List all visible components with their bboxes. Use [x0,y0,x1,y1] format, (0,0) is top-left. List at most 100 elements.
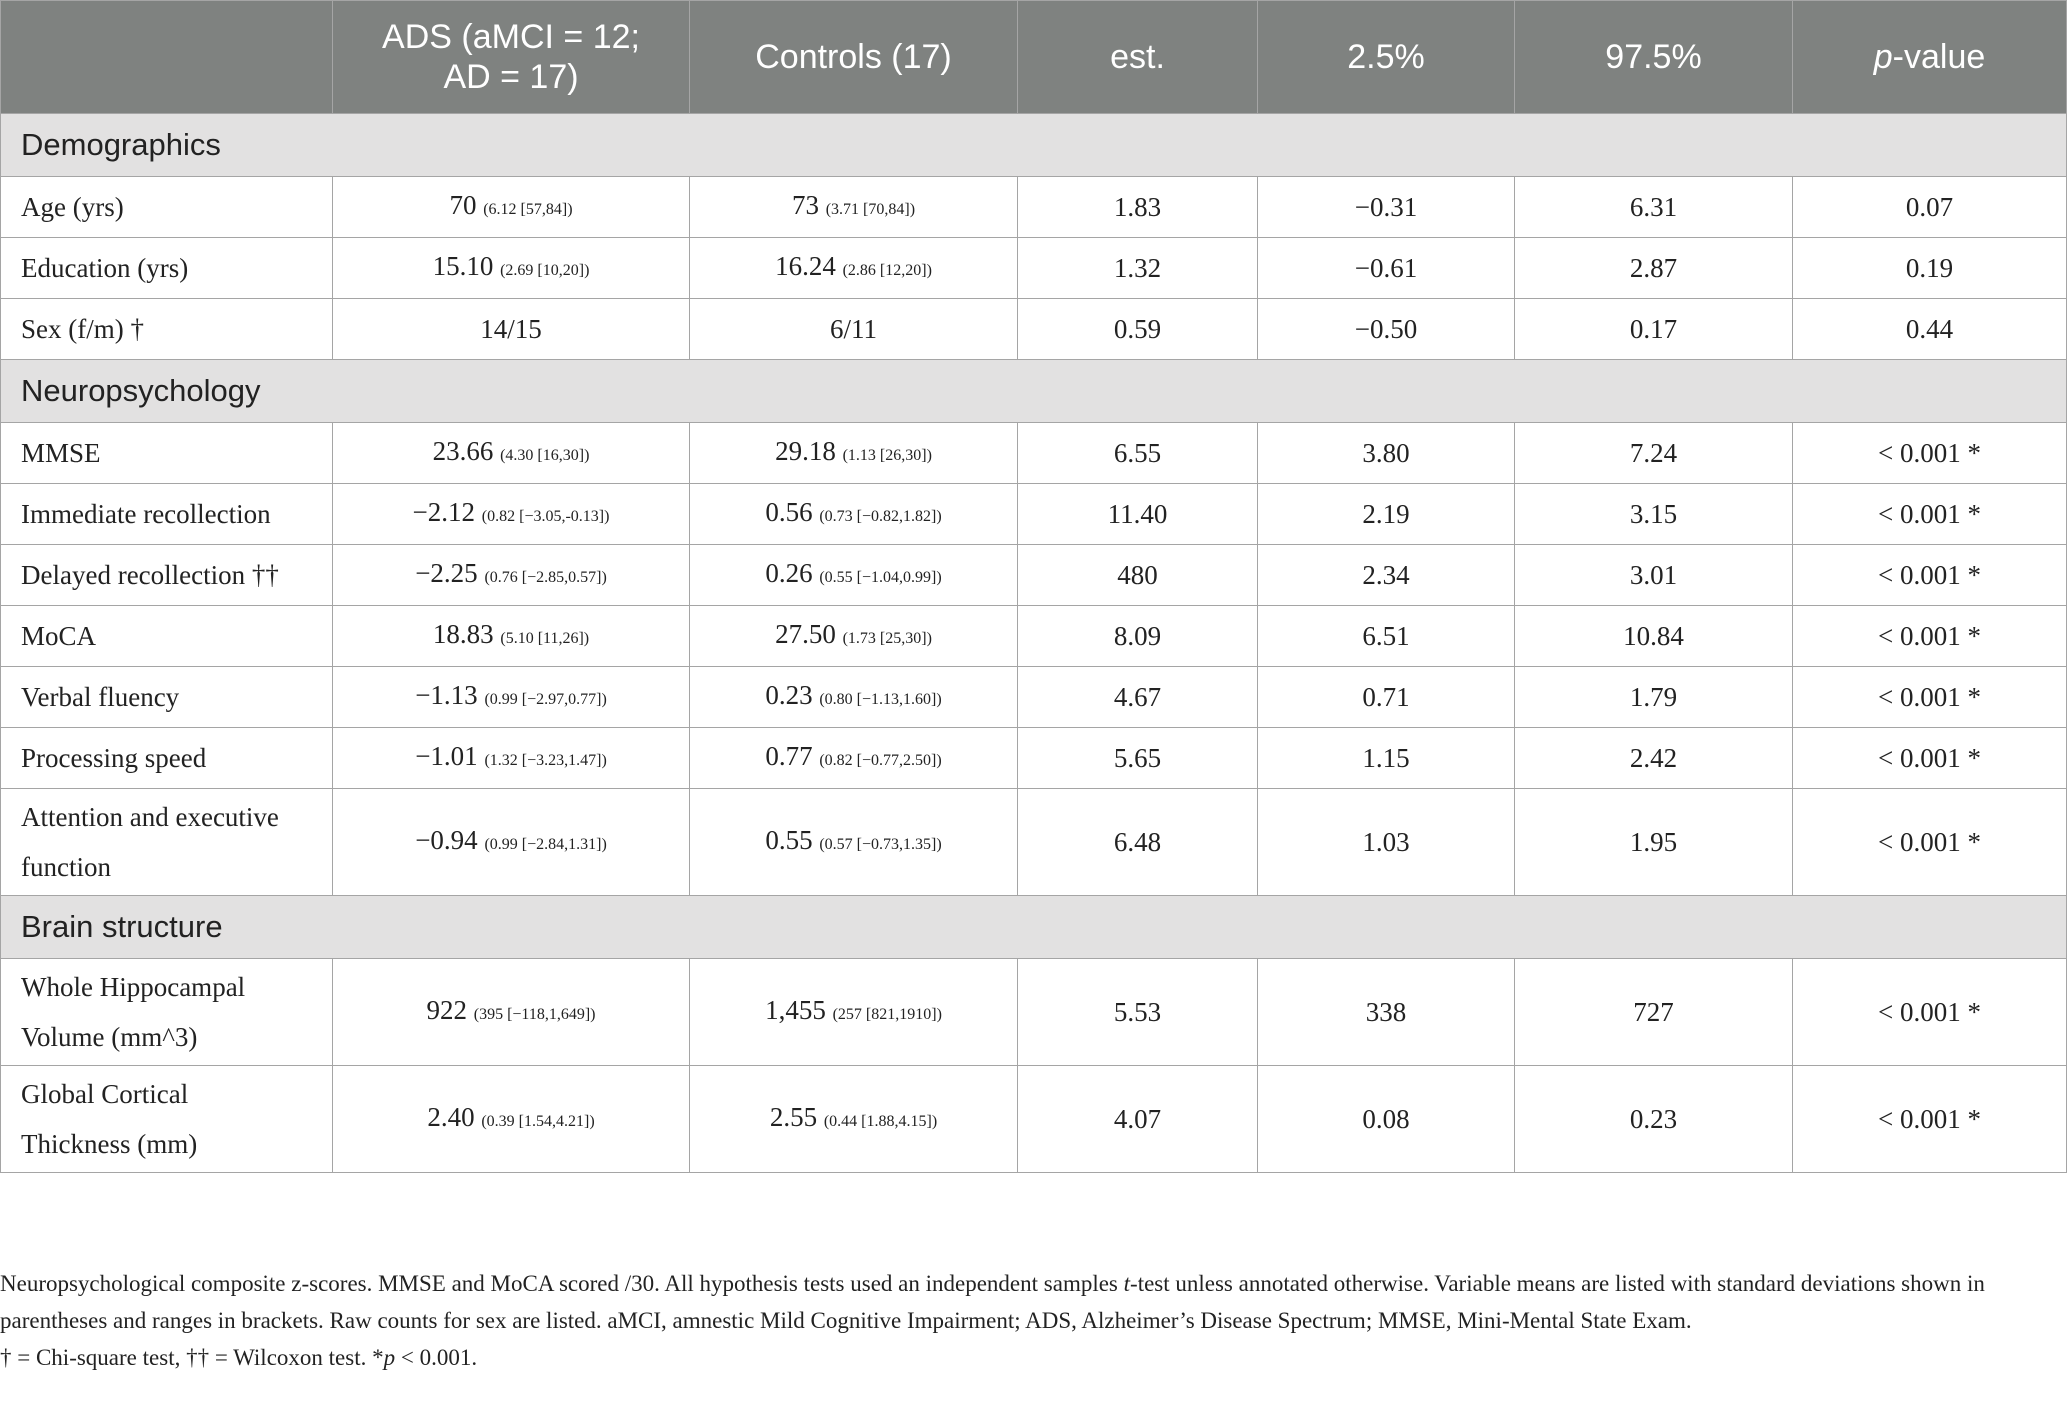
controls-sd-range: (3.71 [70,84]) [825,200,916,218]
table-row-hippocampal-volume: Whole Hippocampal Volume (mm^3) 922 (395 … [0,958,2067,1066]
ads-mean: 23.66 [432,435,494,466]
row-label: Education (yrs) [0,237,333,299]
est-cell: 480 [1017,544,1258,606]
est-cell: 8.09 [1017,605,1258,667]
controls-mean: 0.26 [765,557,813,588]
upper-ci-cell: 1.95 [1514,788,1793,896]
table-row-moca: MoCA 18.83 (5.10 [11,26]) 27.50 (1.73 [2… [0,605,2067,667]
controls-sd-range: (0.55 [−1.04,0.99]) [819,568,942,586]
header-empty [0,0,333,114]
upper-ci-cell: 3.15 [1514,483,1793,545]
controls-sd-range: (1.13 [26,30]) [842,446,932,464]
ads-cell: 70 (6.12 [57,84]) [332,176,690,238]
controls-cell: 0.23 (0.80 [−1.13,1.60]) [689,666,1018,728]
header-ads: ADS (aMCI = 12; AD = 17) [332,0,690,114]
upper-ci-cell: 7.24 [1514,422,1793,484]
controls-sd-range: (0.44 [1.88,4.15]) [823,1112,938,1130]
footnote-text: < 0.001. [395,1345,478,1370]
controls-cell: 16.24 (2.86 [12,20]) [689,237,1018,299]
controls-mean: 73 [791,189,819,220]
table-row-processing-speed: Processing speed −1.01 (1.32 [−3.23,1.47… [0,727,2067,789]
section-row-demographics: Demographics [0,113,2067,177]
est-cell: 1.83 [1017,176,1258,238]
header-est: est. [1017,0,1258,114]
footnote-text: † = Chi-square test, †† = Wilcoxon test.… [0,1345,384,1370]
p-value-cell: 0.44 [1792,298,2067,360]
upper-ci-cell: 10.84 [1514,605,1793,667]
row-label-line2: Thickness (mm) [21,1129,198,1159]
controls-sd-range: (1.73 [25,30]) [842,629,932,647]
section-row-brain-structure: Brain structure [0,895,2067,959]
table-row-mmse: MMSE 23.66 (4.30 [16,30]) 29.18 (1.13 [2… [0,422,2067,484]
controls-cell: 0.55 (0.57 [−0.73,1.35]) [689,788,1018,896]
lower-ci-cell: −0.50 [1257,298,1515,360]
ads-cell: −2.12 (0.82 [−3.05,-0.13]) [332,483,690,545]
table-row-age: Age (yrs) 70 (6.12 [57,84]) 73 (3.71 [70… [0,176,2067,238]
table-row-cortical-thickness: Global Cortical Thickness (mm) 2.40 (0.39… [0,1065,2067,1173]
ads-cell: 14/15 [332,298,690,360]
header-row: ADS (aMCI = 12; AD = 17) Controls (17) es… [0,0,2067,114]
est-cell: 6.55 [1017,422,1258,484]
est-cell: 1.32 [1017,237,1258,299]
results-table: ADS (aMCI = 12; AD = 17) Controls (17) es… [0,0,2067,1173]
controls-sd-range: (0.73 [−0.82,1.82]) [819,507,942,525]
table-footnote: Neuropsychological composite z-scores. M… [0,1265,2050,1376]
section-title: Demographics [0,113,2067,177]
controls-sd-range: (0.80 [−1.13,1.60]) [819,690,942,708]
footnote-text: Neuropsychological composite z-scores. M… [0,1271,1124,1296]
row-label-line1: Attention and executive [21,802,279,832]
section-title: Neuropsychology [0,359,2067,423]
header-p-rest: -value [1892,38,1986,76]
est-cell: 4.07 [1017,1065,1258,1173]
ads-sd-range: (1.32 [−3.23,1.47]) [484,751,607,769]
ads-sd-range: (5.10 [11,26]) [500,629,590,647]
lower-ci-cell: 1.03 [1257,788,1515,896]
controls-mean: 16.24 [775,250,836,281]
controls-sd-range: (0.57 [−0.73,1.35]) [819,835,942,853]
est-cell: 5.53 [1017,958,1258,1066]
ads-cell: −0.94 (0.99 [−2.84,1.31]) [332,788,690,896]
ads-cell: 18.83 (5.10 [11,26]) [332,605,690,667]
row-label-line2: Volume (mm^3) [21,1022,198,1052]
p-value-cell: < 0.001 * [1792,544,2067,606]
ads-sd-range: (6.12 [57,84]) [483,200,573,218]
ads-mean: −1.01 [415,740,478,771]
p-value-cell: < 0.001 * [1792,788,2067,896]
header-lower-ci: 2.5% [1257,0,1515,114]
ads-mean: −0.94 [415,824,478,855]
row-label: Verbal fluency [0,666,333,728]
footnote-text: -test unless annotated otherwise. Variab… [0,1271,1985,1333]
lower-ci-cell: 338 [1257,958,1515,1066]
controls-cell: 6/11 [689,298,1018,360]
ads-cell: −1.13 (0.99 [−2.97,0.77]) [332,666,690,728]
row-label: Whole Hippocampal Volume (mm^3) [0,958,333,1066]
header-p-italic: p [1873,38,1893,76]
ads-sd-range: (0.99 [−2.97,0.77]) [484,690,607,708]
row-label: Global Cortical Thickness (mm) [0,1065,333,1173]
lower-ci-cell: 3.80 [1257,422,1515,484]
footnote-italic-p: p [383,1345,396,1370]
ads-sd-range: (395 [−118,1,649]) [473,1005,596,1023]
upper-ci-cell: 727 [1514,958,1793,1066]
row-label-line2: function [21,852,111,882]
upper-ci-cell: 2.87 [1514,237,1793,299]
row-label: MoCA [0,605,333,667]
controls-cell: 0.26 (0.55 [−1.04,0.99]) [689,544,1018,606]
header-upper-ci: 97.5% [1514,0,1793,114]
controls-sd-range: (0.82 [−0.77,2.50]) [819,751,942,769]
controls-cell: 2.55 (0.44 [1.88,4.15]) [689,1065,1018,1173]
footnote-paragraph-2: † = Chi-square test, †† = Wilcoxon test.… [0,1339,2050,1376]
p-value-cell: < 0.001 * [1792,727,2067,789]
controls-cell: 29.18 (1.13 [26,30]) [689,422,1018,484]
ads-sd-range: (4.30 [16,30]) [500,446,590,464]
controls-sd-range: (2.86 [12,20]) [842,261,932,279]
controls-mean: 0.56 [765,496,813,527]
row-label-line1: Global Cortical [21,1079,189,1109]
row-label: Delayed recollection †† [0,544,333,606]
est-cell: 11.40 [1017,483,1258,545]
controls-mean: 27.50 [775,618,836,649]
p-value-cell: 0.07 [1792,176,2067,238]
ads-cell: −2.25 (0.76 [−2.85,0.57]) [332,544,690,606]
controls-cell: 27.50 (1.73 [25,30]) [689,605,1018,667]
header-controls: Controls (17) [689,0,1018,114]
